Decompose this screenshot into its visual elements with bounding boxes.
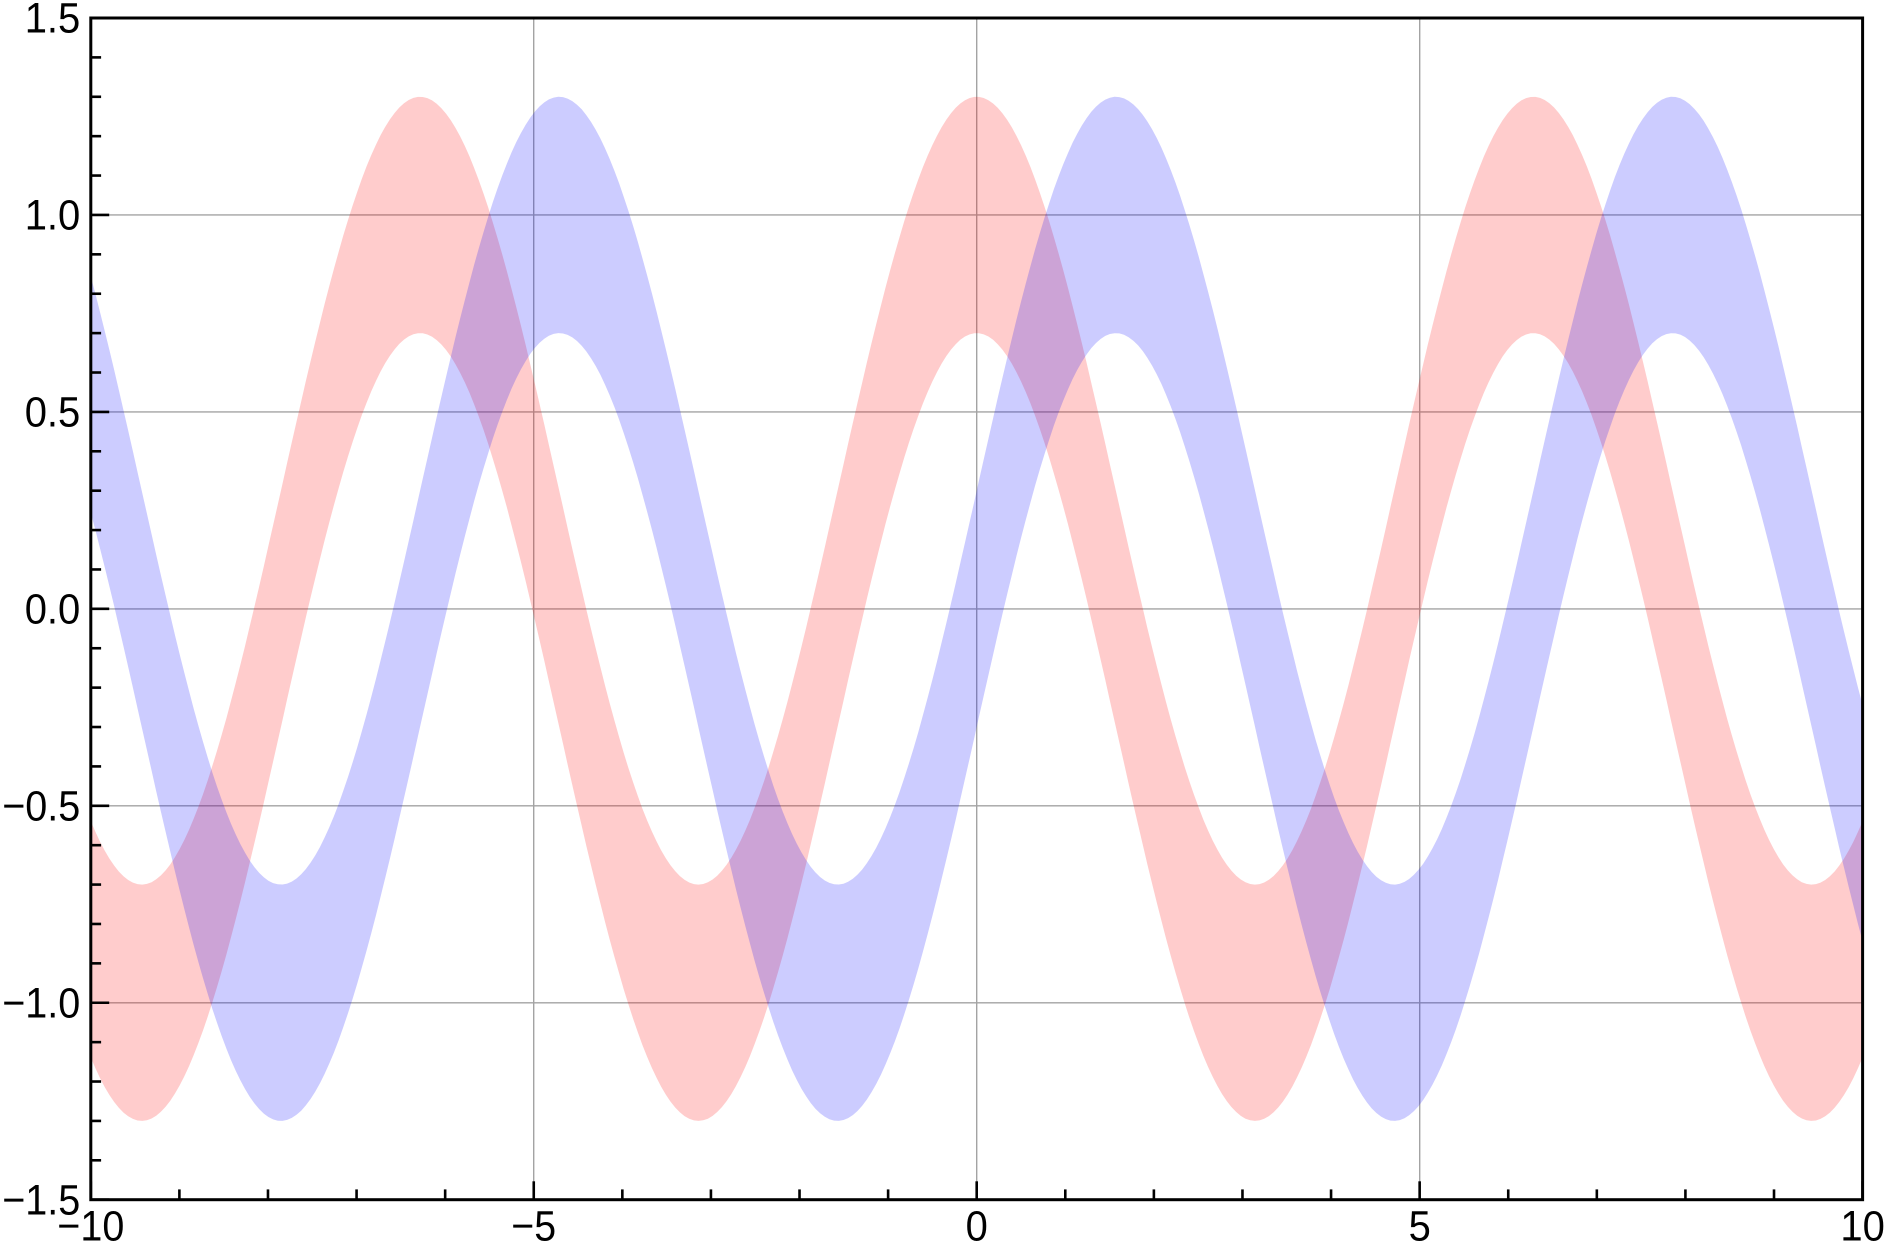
svg-text:0: 0 (966, 1203, 988, 1244)
svg-text:5: 5 (1409, 1203, 1431, 1244)
svg-text:−1.0: −1.0 (2, 980, 80, 1028)
svg-text:10: 10 (1840, 1203, 1885, 1244)
svg-text:1.5: 1.5 (25, 0, 81, 43)
svg-text:−0.5: −0.5 (2, 783, 80, 831)
svg-text:−5: −5 (511, 1203, 556, 1244)
svg-text:−10: −10 (57, 1203, 124, 1244)
svg-text:1.0: 1.0 (25, 192, 81, 240)
svg-text:0.0: 0.0 (25, 586, 81, 634)
svg-text:−1.5: −1.5 (2, 1176, 80, 1224)
svg-text:0.5: 0.5 (25, 389, 81, 437)
